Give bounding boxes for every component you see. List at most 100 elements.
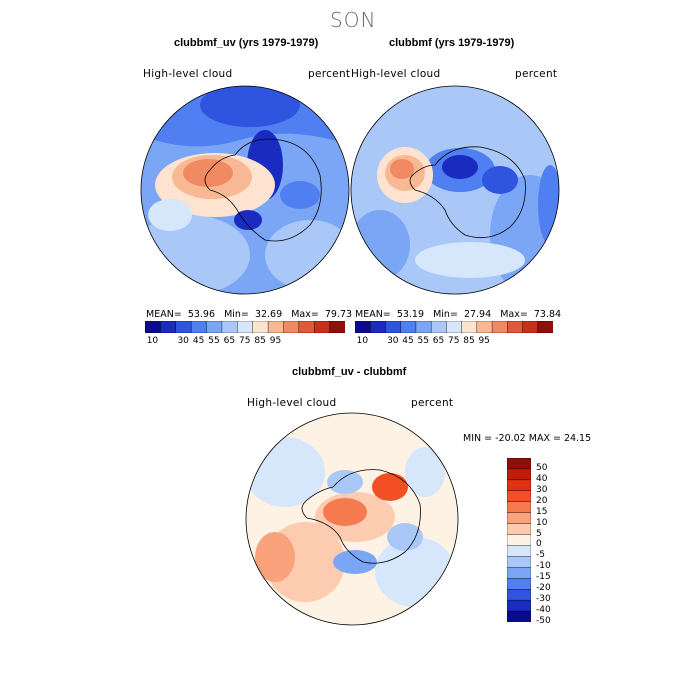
colorbar-tick-label: 10 [356,336,369,346]
colorbar-swatch [190,321,208,333]
colorbar-swatch [507,479,531,492]
colorbar-swatch [507,512,531,525]
colorbar-tick-label: 40 [536,473,548,484]
panel3-blob [387,523,423,551]
panel3-colorbar-ticks: 50 40 30 20 15 10 5 0 -5 -10 -15 -20 -30 -40 -50 [536,458,576,626]
colorbar-tick-label: 10 [146,336,159,346]
panel3-blob [333,550,377,574]
colorbar-swatch [237,321,254,333]
panel3-stats: MIN = -20.02 MAX = 24.15 [463,433,592,444]
panel2-stats: MEAN= 53.19 Min= 27.94 Max= 73.84 [355,309,562,320]
panel3-blob [372,473,408,501]
colorbar-tick-label: 75 [448,336,460,346]
colorbar-swatch [461,321,478,333]
panel3-variable-label: High-level cloud [247,397,337,409]
panel2-title: clubbmf (yrs 1979-1979) [389,37,515,49]
colorbar-swatch [175,321,192,333]
panel1-title: clubbmf_uv (yrs 1979-1979) [174,37,319,49]
panel2-blob [351,210,410,280]
colorbar-tick-label: 30 [387,336,399,346]
colorbar-tick-label: 95 [269,336,282,346]
colorbar-tick-label: -50 [536,616,551,626]
colorbar-swatch [355,321,371,333]
colorbar-tick-label: 95 [478,336,490,346]
panel2-map [350,85,560,295]
colorbar-swatch [507,321,524,333]
page-title: SON [330,8,377,32]
colorbar-tick-label: 30 [177,336,189,346]
panel2-blob [415,242,525,278]
colorbar-swatch [446,321,463,333]
colorbar-tick-label: 20 [536,495,548,506]
panel1-coastline [204,138,322,242]
colorbar-tick-label: -30 [536,594,551,605]
panel1-blob [280,181,320,209]
colorbar-tick-label: -5 [536,550,545,561]
colorbar-tick-label: 50 [536,462,548,473]
colorbar-swatch [160,321,177,333]
panel1-units-label: percent [308,68,351,80]
colorbar-swatch [415,321,432,333]
colorbar-tick-label: 45 [402,336,414,346]
colorbar-swatch [507,556,531,568]
colorbar-tick-label: 75 [239,336,251,346]
colorbar-swatch [507,599,531,612]
panel1-variable-label: High-level cloud [143,68,233,80]
colorbar-tick-label: 45 [192,336,205,346]
panel1-blob [200,86,300,127]
colorbar-swatch [400,321,417,333]
colorbar-swatch [145,321,161,333]
colorbar-tick-label: 55 [208,336,220,346]
panel3-coastline [301,469,421,564]
colorbar-swatch [329,321,345,333]
colorbar-swatch [385,321,402,333]
colorbar-swatch [283,321,300,333]
colorbar-swatch [522,321,539,333]
colorbar-tick-label: 10 [536,517,548,528]
colorbar-swatch [430,321,447,333]
colorbar-swatch [370,321,386,333]
panel2-colorbar [355,321,553,333]
colorbar-tick-label: -15 [536,572,551,583]
colorbar-swatch [298,321,315,333]
colorbar-tick-label: 30 [536,484,548,495]
colorbar-swatch [267,321,284,333]
panel3-blob [405,447,445,497]
panel2-blob [482,166,518,194]
colorbar-swatch [314,321,331,333]
panel1-blob [183,159,233,187]
panel3-units-label: percent [411,397,454,409]
colorbar-tick-label: 5 [536,528,542,539]
panel2-blob [390,159,414,179]
colorbar-swatch [507,578,531,590]
colorbar-tick-label: 15 [536,506,548,517]
colorbar-tick-label: -40 [536,605,551,616]
panel1-stats: MEAN= 53.96 Min= 32.69 Max= 79.73 [146,309,353,320]
colorbar-swatch [507,490,531,503]
colorbar-swatch [476,321,493,333]
panel2-colorbar-ticks: 10 30 45 55 65 75 85 95 [355,336,553,348]
panel2-blob [442,155,478,179]
panel3-blob [327,470,363,494]
colorbar-tick-label: 0 [536,539,542,550]
colorbar-swatch [507,567,531,579]
colorbar-swatch [507,501,531,514]
colorbar-tick-label: 85 [254,336,266,346]
colorbar-swatch [507,458,531,470]
colorbar-swatch [507,545,531,557]
colorbar-swatch [507,523,531,536]
colorbar-tick-label: -10 [536,561,551,572]
panel2-variable-label: High-level cloud [351,68,441,80]
panel3-colorbar [507,458,531,622]
colorbar-swatch [252,321,269,333]
colorbar-tick-label: -20 [536,583,551,594]
panel3-blob [255,532,295,582]
panel1-blob [234,210,262,230]
colorbar-swatch [507,588,531,601]
panel1-map [140,85,350,295]
panel3-title: clubbmf_uv - clubbmf [292,366,407,378]
colorbar-swatch [507,610,531,622]
colorbar-swatch [507,534,531,546]
panel1-blob [148,199,192,231]
colorbar-tick-label: 85 [463,336,475,346]
